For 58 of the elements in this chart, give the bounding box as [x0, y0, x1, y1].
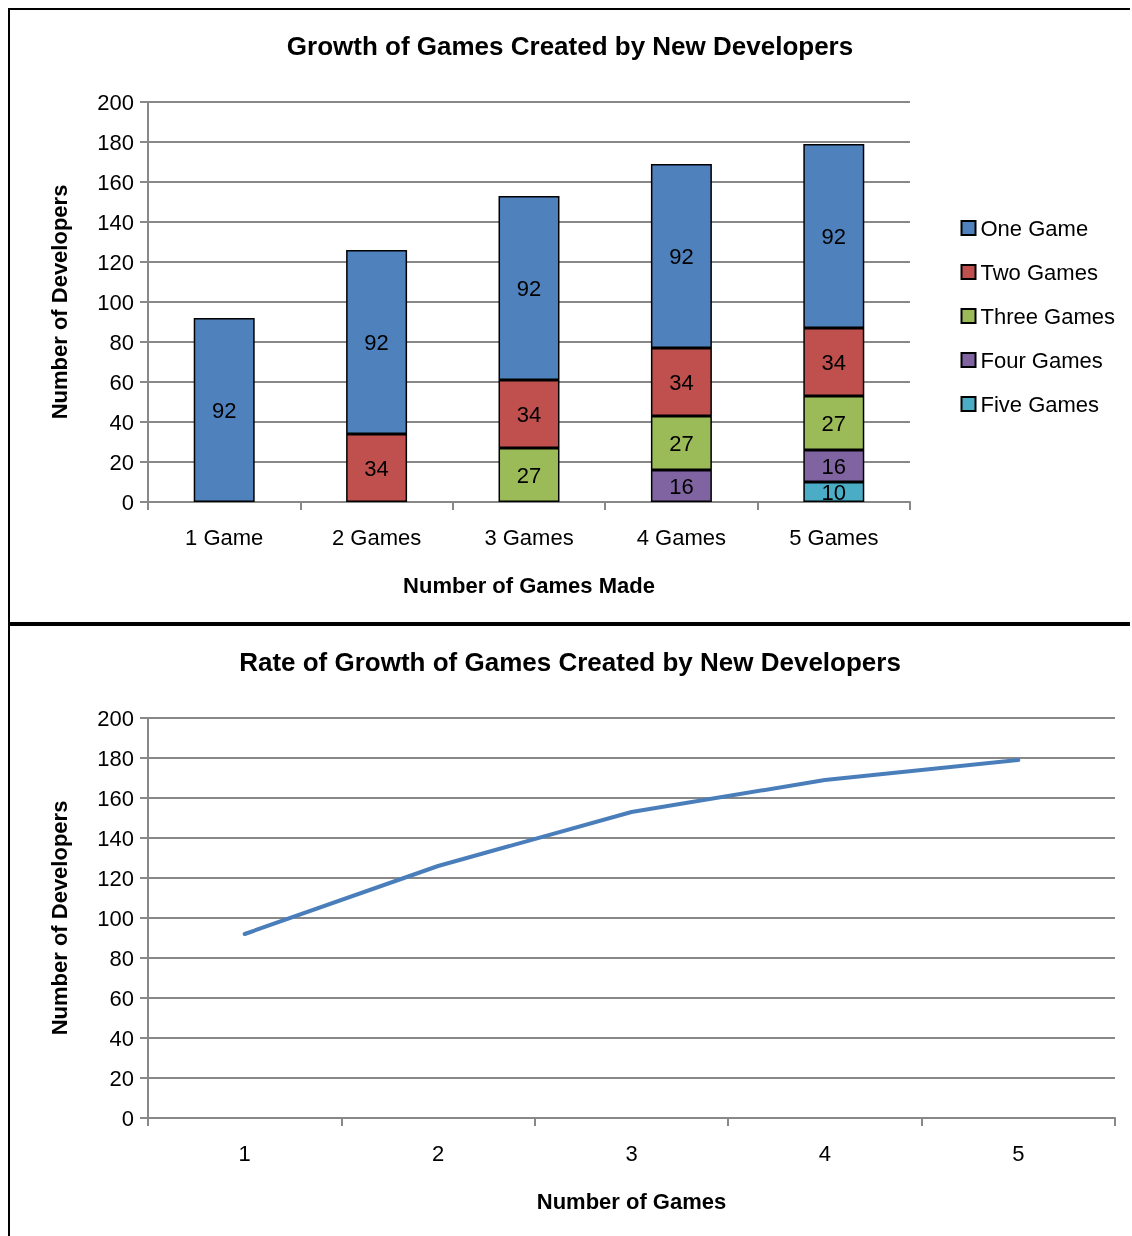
data-label: 16: [669, 473, 694, 499]
data-label: 27: [821, 410, 847, 436]
x-tick-label: 1: [238, 1140, 251, 1166]
y-tick-label: 80: [109, 945, 134, 971]
y-tick-label: 60: [109, 985, 134, 1011]
y-tick-label: 160: [97, 785, 134, 811]
x-tick-label: 4 Games: [636, 524, 727, 550]
x-tick-label: 5 Games: [789, 524, 879, 550]
y-tick-label: 100: [97, 289, 134, 315]
legend-label: Four Games: [980, 347, 1103, 373]
legend-label: Two Games: [980, 259, 1098, 285]
data-label: 92: [364, 329, 389, 355]
y-tick-label: 20: [109, 1065, 134, 1091]
y-tick-label: 100: [97, 905, 134, 931]
y-tick-label: 80: [109, 329, 134, 355]
x-axis-title: Number of Games Made: [403, 572, 655, 598]
y-axis-title: Number of Developers: [46, 800, 72, 1036]
data-label: 92: [669, 243, 694, 269]
y-tick-label: 0: [121, 1105, 134, 1131]
data-label: 34: [516, 401, 542, 427]
y-tick-label: 120: [97, 865, 134, 891]
x-axis-title: Number of Games: [536, 1188, 727, 1214]
chart-title: Rate of Growth of Games Created by New Developers: [239, 647, 901, 677]
chart-title: Growth of Games Created by New Developers: [286, 31, 854, 61]
x-tick-label: 3: [625, 1140, 638, 1166]
x-tick-label: 1 Game: [185, 524, 264, 550]
x-tick-label: 3 Games: [484, 524, 574, 550]
y-tick-label: 0: [121, 489, 134, 515]
x-tick-label: 5: [1012, 1140, 1025, 1166]
y-tick-label: 40: [109, 409, 134, 435]
y-tick-label: 140: [97, 209, 134, 235]
y-tick-label: 20: [109, 449, 134, 475]
y-tick-label: 40: [109, 1025, 134, 1051]
y-tick-label: 180: [97, 745, 134, 771]
data-label: 16: [821, 453, 847, 479]
y-tick-label: 200: [97, 89, 134, 115]
data-label: 92: [211, 397, 237, 423]
legend-label: Five Games: [980, 391, 1100, 417]
legend-label: Three Games: [980, 303, 1116, 329]
data-label: 92: [516, 275, 542, 301]
x-tick-label: 2 Games: [331, 524, 422, 550]
y-tick-label: 140: [97, 825, 134, 851]
y-tick-label: 120: [97, 249, 134, 275]
x-tick-label: 4: [818, 1140, 832, 1166]
x-tick-label: 2: [431, 1140, 445, 1166]
data-label: 10: [821, 479, 847, 505]
data-label: 34: [821, 349, 847, 375]
data-label: 34: [364, 455, 389, 481]
y-axis-title: Number of Developers: [46, 184, 72, 420]
data-label: 92: [821, 223, 847, 249]
data-label: 27: [516, 462, 542, 488]
y-tick-label: 160: [97, 169, 134, 195]
data-label: 27: [669, 430, 694, 456]
y-tick-label: 200: [97, 705, 134, 731]
data-label: 34: [669, 369, 694, 395]
legend-label: One Game: [980, 215, 1089, 241]
y-tick-label: 180: [97, 129, 134, 155]
y-tick-label: 60: [109, 369, 134, 395]
